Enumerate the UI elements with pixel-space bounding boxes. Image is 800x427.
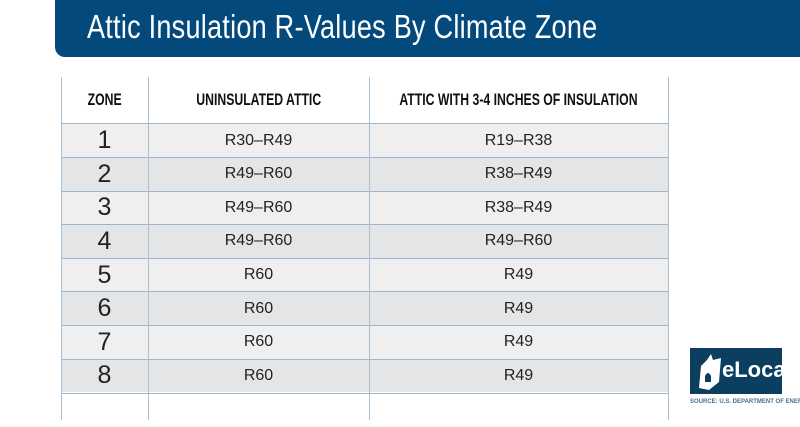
r-value-cell: R49 bbox=[503, 333, 534, 351]
column-header: ZONE bbox=[87, 90, 122, 109]
r-value-cell: R49 bbox=[503, 299, 534, 317]
zone-cell: 6 bbox=[97, 294, 112, 323]
table-divider bbox=[148, 77, 149, 420]
title-banner bbox=[55, 0, 800, 57]
r-value-cell: R60 bbox=[243, 366, 274, 384]
r-value-cell: R60 bbox=[243, 333, 274, 351]
r-value-cell: R19–R38 bbox=[484, 131, 553, 149]
r-value-cell: R49–R60 bbox=[224, 165, 293, 183]
source-note: SOURCE: U.S. DEPARTMENT OF ENERGY bbox=[690, 399, 800, 405]
zone-cell: 3 bbox=[97, 193, 112, 222]
zone-cell: 2 bbox=[97, 159, 112, 188]
r-value-cell: R49–R60 bbox=[224, 232, 293, 250]
elocal-logo: eLocal bbox=[690, 348, 792, 394]
column-header: UNINSULATED ATTIC bbox=[196, 90, 321, 109]
r-value-cell: R30–R49 bbox=[224, 131, 293, 149]
table-divider bbox=[369, 77, 370, 420]
zone-cell: 4 bbox=[97, 226, 112, 255]
table-row: 6 R60 R49 bbox=[61, 291, 668, 325]
zone-cell: 7 bbox=[97, 327, 112, 356]
r-value-cell: R49 bbox=[503, 266, 534, 284]
table-divider bbox=[668, 77, 669, 420]
r-value-cell: R38–R49 bbox=[484, 165, 553, 183]
r-value-cell: R60 bbox=[243, 266, 274, 284]
table-header: ZONE UNINSULATED ATTIC ATTIC WITH 3-4 IN… bbox=[61, 77, 668, 123]
table-row: 8 R60 R49 bbox=[61, 358, 668, 393]
r-value-cell: R49–R60 bbox=[484, 232, 553, 250]
table-row: 5 R60 R49 bbox=[61, 257, 668, 292]
table-divider bbox=[61, 77, 62, 420]
zone-cell: 5 bbox=[97, 260, 112, 289]
page-title: Attic Insulation R-Values By Climate Zon… bbox=[87, 8, 598, 45]
table-row: 4 R49–R60 R49–R60 bbox=[61, 224, 668, 258]
table-row: 1 R30–R49 R19–R38 bbox=[61, 123, 668, 157]
table-row: 7 R60 R49 bbox=[61, 325, 668, 359]
r-value-cell: R60 bbox=[243, 299, 274, 317]
r-value-cell: R38–R49 bbox=[484, 198, 553, 216]
table-empty-row bbox=[61, 392, 668, 421]
r-value-cell: R49–R60 bbox=[224, 198, 293, 216]
zone-cell: 8 bbox=[97, 361, 112, 390]
table-row: 3 R49–R60 R38–R49 bbox=[61, 190, 668, 225]
column-header: ATTIC WITH 3-4 INCHES OF INSULATION bbox=[399, 90, 638, 109]
r-value-cell: R49 bbox=[503, 366, 534, 384]
table-row: 2 R49–R60 R38–R49 bbox=[61, 157, 668, 191]
house-icon bbox=[699, 354, 721, 390]
logo-text: eLocal bbox=[722, 357, 792, 382]
zone-cell: 1 bbox=[97, 126, 112, 155]
